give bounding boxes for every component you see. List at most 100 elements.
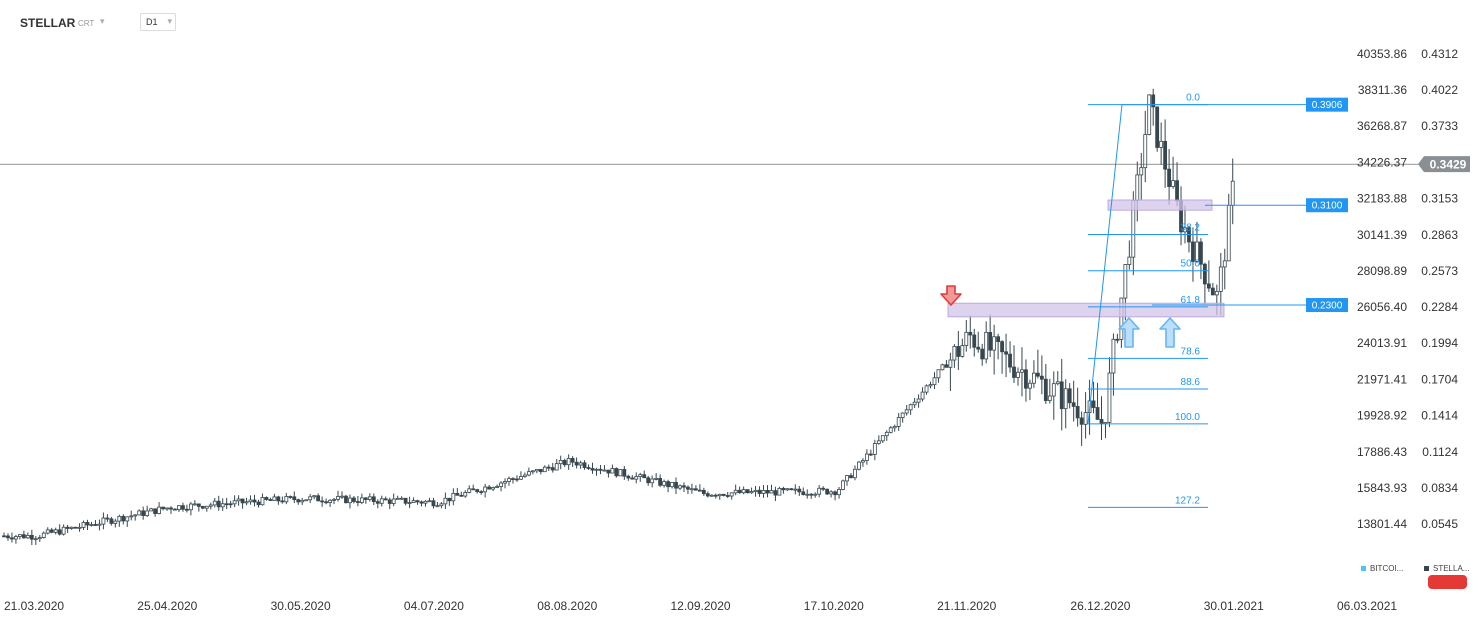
candle-body — [761, 490, 766, 494]
candle-body — [1206, 283, 1211, 289]
candle — [729, 492, 734, 500]
candle — [713, 493, 718, 499]
candle-body — [789, 488, 794, 491]
candle-body — [523, 474, 527, 477]
candle — [761, 484, 766, 498]
candle-body — [89, 524, 94, 526]
candle-body — [391, 498, 396, 504]
candle — [904, 405, 909, 416]
candle — [165, 507, 169, 511]
legend-bitcoin[interactable]: BITCOI... — [1361, 564, 1403, 573]
current-price-value: 0.3429 — [1430, 158, 1467, 172]
candle — [419, 500, 424, 507]
candle — [324, 498, 328, 505]
candle-body — [674, 482, 678, 489]
left-axis-tick: 15843.93 — [1357, 481, 1407, 495]
candle-body — [841, 480, 845, 490]
candle-body — [1127, 256, 1132, 265]
candle — [849, 473, 853, 479]
candle-body — [308, 496, 313, 501]
candle — [773, 486, 778, 501]
candle-body — [499, 482, 503, 487]
date-axis-tick: 26.12.2020 — [1070, 599, 1130, 613]
candle-body — [900, 412, 905, 418]
candle-body — [904, 409, 909, 414]
candle-body — [1226, 204, 1231, 262]
candle-body — [924, 385, 929, 393]
candle — [837, 486, 841, 499]
candle — [908, 403, 913, 415]
candle — [1051, 371, 1056, 420]
candle — [980, 343, 985, 366]
candle — [407, 496, 412, 509]
candle-body — [435, 505, 440, 508]
symbol-dropdown-icon[interactable]: ▾ — [100, 16, 105, 26]
candle-body — [602, 469, 607, 472]
candle — [825, 488, 830, 496]
candle — [872, 439, 877, 461]
candle — [45, 527, 50, 535]
candle — [344, 494, 348, 504]
level-tag[interactable]: 0.3906 — [1306, 97, 1348, 112]
candle-body — [467, 488, 472, 493]
candle-body — [733, 489, 738, 494]
level-tag[interactable]: 0.3100 — [1306, 198, 1348, 213]
candle-body — [2, 535, 6, 538]
candle-body — [1139, 167, 1144, 176]
symbol-name[interactable]: STELLAR — [20, 16, 76, 30]
candle — [1155, 106, 1160, 152]
candle-body — [212, 500, 217, 506]
candle — [833, 490, 837, 501]
candle-body — [451, 492, 456, 502]
chevron-down-icon: ▾ — [167, 16, 172, 26]
candle — [1099, 396, 1104, 441]
candle — [590, 462, 595, 474]
timeframe-select[interactable]: D1 ▾ — [140, 13, 176, 31]
candle-body — [399, 497, 404, 500]
candle-body — [395, 497, 400, 500]
candle — [670, 482, 674, 489]
date-axis-tick: 25.04.2020 — [137, 599, 197, 613]
candle — [610, 464, 615, 474]
candle-body — [650, 478, 655, 484]
candle-body — [757, 489, 762, 494]
candle — [276, 495, 281, 505]
candle-body — [614, 468, 619, 477]
candle-body — [809, 493, 814, 496]
candle-body — [169, 507, 173, 510]
right-axis-tick: 0.0834 — [1421, 481, 1458, 495]
resistance-zone-upper[interactable] — [1107, 199, 1213, 211]
candle — [475, 488, 480, 494]
candle — [892, 424, 897, 432]
candle-body — [717, 493, 722, 497]
candle — [177, 505, 181, 512]
candle — [853, 465, 857, 481]
level-tag[interactable]: 0.2300 — [1306, 298, 1348, 313]
candle-body — [73, 526, 78, 529]
fib-trend-line[interactable] — [1087, 104, 1123, 424]
candle-body — [896, 417, 901, 427]
candle-body — [1035, 372, 1040, 377]
candle — [602, 465, 607, 472]
fib-level-label: 61.8 — [1181, 295, 1201, 306]
candle — [622, 466, 627, 480]
candle-body — [105, 517, 110, 520]
candle — [121, 514, 126, 525]
candle — [530, 470, 535, 475]
legend-stellar[interactable]: STELLA... — [1424, 564, 1469, 573]
candle — [1111, 333, 1116, 396]
candle — [1039, 355, 1044, 395]
remove-comparison-button[interactable] — [1428, 575, 1467, 589]
candle — [173, 508, 177, 511]
candle — [320, 496, 325, 507]
candle — [21, 530, 26, 539]
candle-body — [41, 532, 46, 538]
candle — [145, 505, 150, 517]
candle — [236, 495, 241, 506]
candle — [348, 494, 352, 509]
candle — [93, 520, 98, 527]
candle-body — [383, 498, 388, 501]
candle — [1055, 371, 1060, 386]
fibonacci-retracement[interactable]: 0.0 38.2 50.0 61.8 78.6 88.6 100.0 127.2 — [1087, 93, 1208, 508]
